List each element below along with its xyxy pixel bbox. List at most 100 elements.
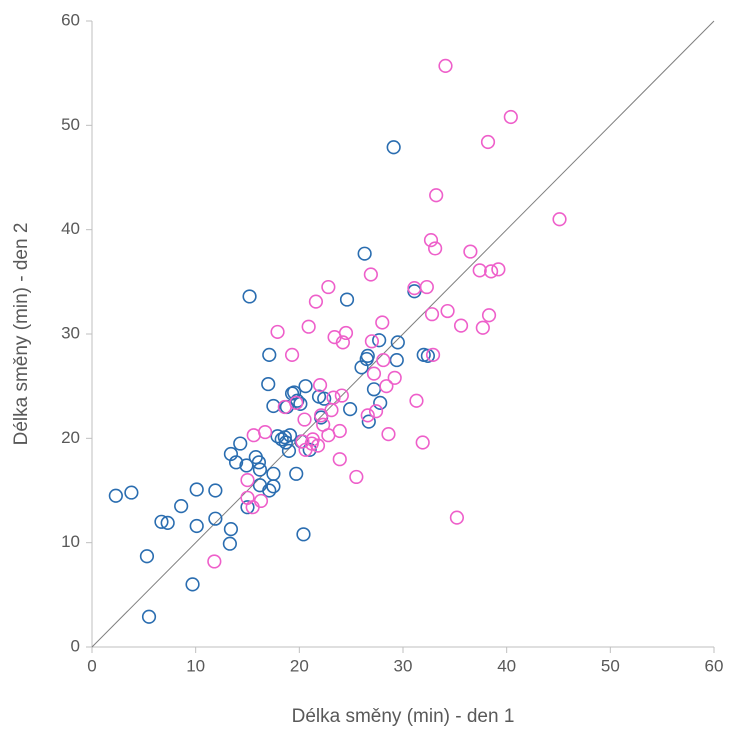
point (334, 388, 349, 403)
point (240, 500, 255, 515)
point (310, 438, 326, 453)
point (189, 518, 204, 534)
point (252, 462, 268, 477)
point (386, 140, 401, 155)
point (429, 188, 444, 203)
x-tick-label: 0 (87, 656, 96, 675)
point (287, 385, 302, 400)
point (376, 352, 391, 368)
point (108, 488, 123, 503)
y-tick-label: 60 (61, 10, 80, 29)
point (302, 442, 317, 457)
point (274, 432, 289, 447)
point (503, 109, 518, 125)
point (364, 334, 380, 349)
point (160, 515, 175, 530)
point (423, 233, 439, 248)
point (343, 402, 358, 417)
point (208, 483, 223, 498)
point (189, 482, 204, 497)
point (298, 379, 313, 394)
point (368, 404, 384, 419)
point (282, 428, 298, 443)
point (154, 514, 169, 529)
point (363, 267, 378, 282)
point (463, 244, 478, 259)
point (301, 319, 316, 334)
point (258, 424, 273, 440)
point (360, 408, 375, 423)
point (139, 549, 155, 564)
y-axis-title: Délka směny (min) - den 2 (11, 223, 32, 446)
point (372, 333, 387, 348)
point (552, 212, 567, 227)
point (440, 303, 455, 319)
point (284, 347, 300, 362)
point (321, 279, 336, 295)
point (360, 348, 375, 364)
point (335, 335, 350, 350)
point (332, 452, 347, 467)
point (223, 522, 239, 537)
point (420, 348, 435, 364)
point (338, 325, 354, 341)
point (124, 485, 139, 500)
point (312, 378, 328, 393)
point (242, 289, 257, 304)
point (339, 292, 355, 307)
point (484, 264, 499, 279)
point (366, 382, 382, 397)
x-tick-label: 10 (186, 656, 205, 675)
point (366, 366, 382, 381)
point (491, 262, 506, 277)
point (281, 443, 297, 458)
point (246, 428, 261, 443)
point (438, 58, 453, 73)
diagonal-line (91, 20, 715, 648)
point (387, 370, 402, 385)
point (326, 390, 341, 405)
x-tick-label: 30 (394, 656, 413, 675)
point (289, 466, 304, 481)
point (270, 324, 285, 340)
point (361, 414, 376, 429)
y-tick-label: 20 (61, 428, 80, 447)
y-tick-label: 40 (61, 219, 80, 238)
point (266, 466, 281, 481)
point (207, 554, 222, 569)
y-tick-label: 10 (61, 532, 80, 551)
point (296, 527, 311, 542)
x-tick-label: 50 (601, 656, 620, 675)
point (424, 307, 440, 322)
x-tick-label: 40 (497, 656, 516, 675)
point (390, 335, 405, 350)
point (208, 511, 223, 526)
point (475, 320, 490, 335)
point (262, 483, 277, 498)
point (266, 398, 281, 414)
x-tick-label: 20 (290, 656, 309, 675)
point (262, 347, 277, 362)
point (253, 493, 269, 509)
y-tick-label: 50 (61, 115, 80, 134)
y-tick-label: 0 (71, 636, 80, 655)
point (425, 347, 441, 362)
point (278, 435, 293, 450)
x-axis-title: Délka směny (min) - den 1 (292, 706, 515, 727)
point (428, 241, 443, 256)
y-tick-label: 30 (61, 323, 80, 342)
point (407, 284, 422, 299)
point (317, 391, 332, 406)
point (349, 469, 364, 485)
point (409, 393, 424, 408)
point (381, 427, 396, 442)
point (252, 478, 268, 493)
point (373, 395, 388, 410)
point (240, 472, 255, 488)
point (297, 412, 312, 427)
point (222, 536, 237, 551)
point (472, 263, 487, 278)
point (375, 315, 390, 330)
point (481, 308, 497, 323)
